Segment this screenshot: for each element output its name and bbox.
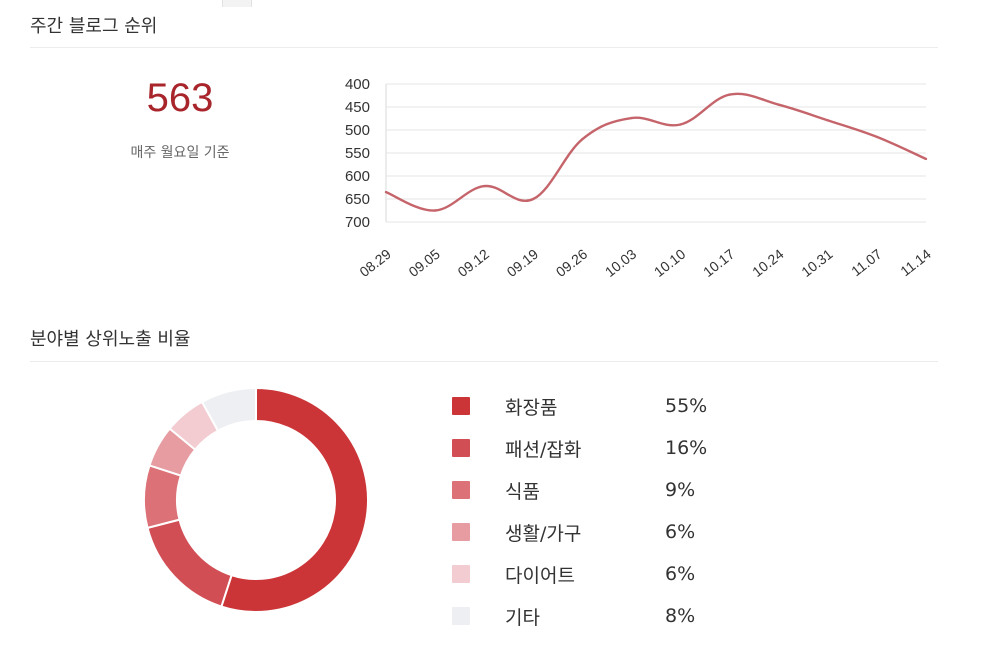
legend-item: 패션/잡화 16% [452,427,707,469]
weekly-rank-line-chart: 400 450 500 550 600 650 700 08.29 09.05 09.12 09.1… [345,76,934,280]
legend-label: 패션/잡화 [505,438,582,461]
rank-data-point [630,116,633,120]
y-tick-label: 600 [345,168,370,185]
category-share-legend: 화장품 55% 패션/잡화 16% 식품 9% 생활/가구 6% 다이어트 6% 기타 8% [452,385,707,637]
top-panel-edge [222,0,252,7]
legend-label: 화장품 [505,396,558,419]
y-tick-label: 400 [345,76,370,93]
legend-item: 기타 8% [452,595,707,637]
x-tick-label: 11.07 [848,246,885,280]
legend-swatch [452,523,470,541]
legend-label: 생활/가구 [505,522,582,545]
legend-item: 식품 9% [452,469,707,511]
donut-slice-1 [146,518,233,608]
x-tick-label: 10.24 [749,246,787,280]
legend-percent: 55% [665,395,708,417]
legend-percent: 16% [665,437,708,459]
x-tick-label: 09.12 [455,246,493,280]
legend-percent: 6% [665,563,696,585]
rank-data-point [875,135,879,139]
weekly-rank-value: 563 [146,76,214,120]
y-tick-label: 550 [345,145,370,162]
rank-data-point [728,93,731,96]
x-tick-label: 10.31 [798,246,836,280]
x-tick-label: 10.10 [651,246,689,280]
legend-swatch [452,439,470,457]
rank-data-point [679,123,682,126]
rank-series-line [385,92,927,212]
y-tick-label: 450 [345,99,370,116]
y-tick-label: 500 [345,122,370,139]
legend-swatch [452,565,470,583]
legend-swatch [452,607,470,625]
legend-percent: 8% [665,605,696,627]
weekly-rank-divider [30,47,938,48]
weekly-rank-caption: 매주 월요일 기준 [130,145,230,161]
y-tick-label: 650 [345,191,370,208]
y-tick-label: 700 [345,214,370,231]
x-tick-label: 11.14 [897,246,934,280]
weekly-rank-title: 주간 블로그 순위 [30,16,158,37]
legend-swatch [452,481,470,499]
donut-slice-0 [220,386,370,613]
x-tick-label: 08.29 [356,246,394,280]
rank-data-point [924,157,928,161]
x-tick-label: 09.19 [504,246,542,280]
category-share-divider [30,361,938,362]
category-share-donut-chart [143,386,370,613]
legend-label: 식품 [505,480,540,503]
x-tick-label: 09.26 [553,246,591,280]
rank-data-point [777,103,780,106]
rank-data-point [581,138,584,141]
legend-percent: 6% [665,521,696,543]
x-tick-label: 09.05 [405,246,443,280]
rank-data-point [433,209,437,212]
rank-data-point [482,184,486,188]
rank-data-point [532,197,535,201]
legend-swatch [452,397,470,415]
legend-label: 기타 [505,606,540,629]
category-share-title: 분야별 상위노출 비율 [30,329,191,350]
x-tick-label: 10.03 [602,246,640,280]
donut-slice-5 [200,386,257,433]
legend-percent: 9% [665,479,696,501]
legend-item: 생활/가구 6% [452,511,707,553]
legend-item: 화장품 55% [452,385,707,427]
rank-data-point [826,119,830,122]
legend-label: 다이어트 [505,564,575,587]
x-tick-label: 10.17 [700,246,738,280]
rank-data-point [384,190,388,194]
legend-item: 다이어트 6% [452,553,707,595]
